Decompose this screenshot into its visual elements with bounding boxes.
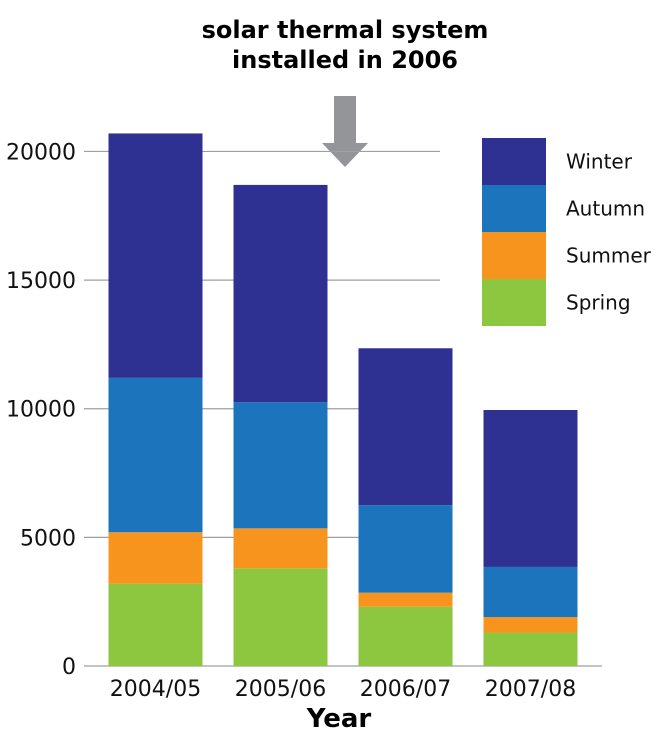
legend-swatch-winter xyxy=(482,138,546,185)
bar-segment-autumn xyxy=(358,505,453,593)
y-tick-label: 5000 xyxy=(20,526,76,551)
x-tick-label: 2004/05 xyxy=(110,677,201,702)
bar-segment-autumn xyxy=(483,566,578,618)
x-tick-label: 2007/08 xyxy=(485,677,576,702)
legend-label-winter: Winter xyxy=(566,150,633,174)
legend: Winter Autumn Summer Spring xyxy=(482,138,652,326)
bar-segment-winter xyxy=(233,184,328,403)
x-axis-title: Year xyxy=(306,704,372,734)
bar-segment-summer xyxy=(108,532,203,584)
y-tick-label: 20000 xyxy=(6,140,76,165)
bar-segment-summer xyxy=(483,617,578,633)
x-tick-label: 2005/06 xyxy=(235,677,326,702)
annotation-line-2: installed in 2006 xyxy=(232,46,458,74)
legend-swatch-summer xyxy=(482,232,546,279)
x-axis-ticks: 2004/05 2005/06 2006/07 2007/08 xyxy=(110,677,576,702)
x-tick-label: 2006/07 xyxy=(360,677,451,702)
bar-segment-summer xyxy=(233,528,328,569)
bar-segment-spring xyxy=(358,606,453,666)
annotation-line-1: solar thermal system xyxy=(202,16,489,44)
legend-swatch-autumn xyxy=(482,185,546,232)
bar-segment-summer xyxy=(358,592,453,607)
bar-segment-autumn xyxy=(233,402,328,529)
legend-label-autumn: Autumn xyxy=(566,197,645,221)
bar-segment-spring xyxy=(108,583,203,666)
bar-segment-winter xyxy=(358,348,453,506)
y-axis-ticks: 0 5000 10000 15000 20000 xyxy=(6,140,76,680)
y-tick-label: 10000 xyxy=(6,398,76,423)
bar-segment-spring xyxy=(483,632,578,666)
annotation: solar thermal system installed in 2006 xyxy=(202,16,489,167)
bar-segment-autumn xyxy=(108,377,203,533)
bar-segment-winter xyxy=(108,133,203,378)
y-tick-label: 0 xyxy=(62,655,76,680)
down-arrow-icon xyxy=(322,96,368,167)
y-tick-label: 15000 xyxy=(6,269,76,294)
bar-segment-winter xyxy=(483,410,578,567)
legend-swatch-spring xyxy=(482,279,546,326)
legend-label-spring: Spring xyxy=(566,291,631,315)
legend-label-summer: Summer xyxy=(566,244,652,268)
bar-segment-spring xyxy=(233,568,328,666)
bars xyxy=(108,133,578,666)
